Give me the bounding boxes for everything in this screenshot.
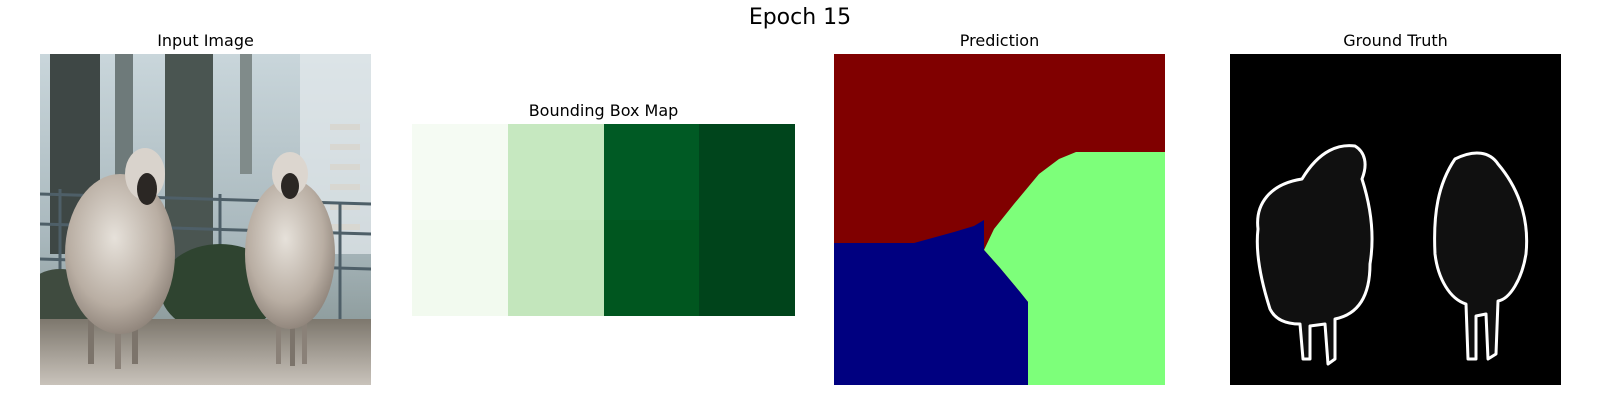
prediction-class-right [984,152,1165,385]
prediction-segmentation [834,54,1165,385]
bounding-box-map-title: Bounding Box Map [528,101,679,120]
input-image-title: Input Image [157,31,254,50]
bbox-cell [699,124,795,220]
ground-truth-map [1230,54,1561,385]
bbox-cell [507,220,604,316]
bbox-cell [603,124,700,220]
sheep-photo [40,54,371,385]
bbox-cell [507,124,604,220]
input-image [40,54,371,385]
ground-truth-sheep-left [1255,144,1374,366]
prediction-class-bottom-left [834,220,1028,385]
bbox-cell [412,220,508,316]
bbox-cell [603,220,700,316]
prediction-map [834,54,1165,385]
bbox-cell [699,220,795,316]
figure-title: Epoch 15 [748,5,852,30]
ground-truth-title: Ground Truth [1343,31,1448,50]
ground-truth-mask [1230,54,1561,385]
ground-truth-sheep-right [1433,151,1529,361]
bounding-box-map [412,124,795,316]
bbox-heatmap-grid [412,124,795,316]
prediction-title: Prediction [959,31,1040,50]
bbox-cell [412,124,508,220]
